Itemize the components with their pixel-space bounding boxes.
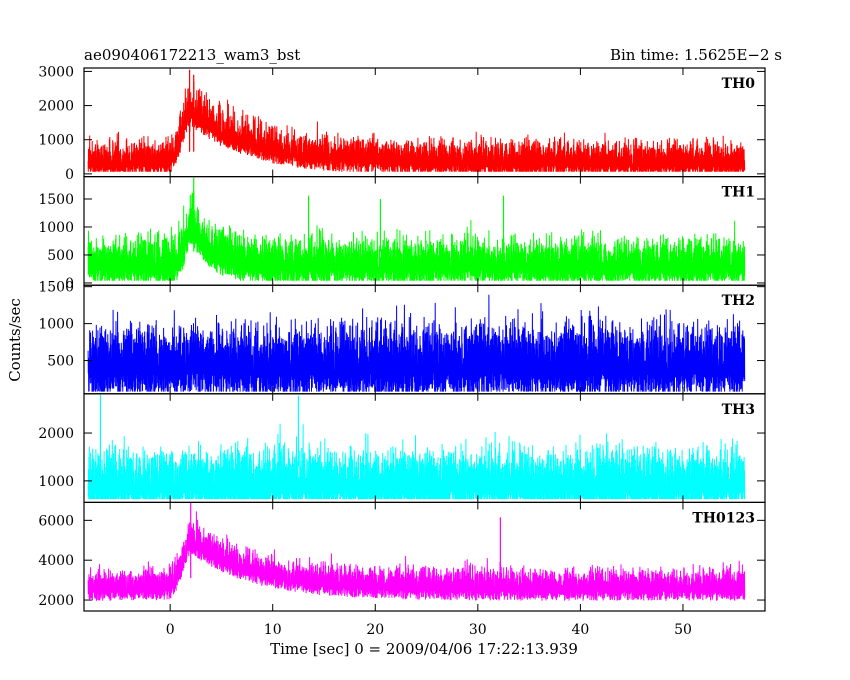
series-line-th1 [87,190,746,281]
y-tick-label: 1000 [38,220,74,236]
x-tick-label: 0 [166,622,175,638]
panel-label-th0: TH0 [722,76,756,92]
series-line-th0 [87,81,746,172]
y-tick-label: 0 [65,276,74,292]
panel-label-th0123: TH0123 [692,510,755,526]
x-axis-label: Time [sec] 0 = 2009/04/06 17:22:13.939 [270,640,578,658]
panel-label-th3: TH3 [722,402,755,418]
y-axis-label: Counts/sec [6,298,24,382]
y-tick-label: 2000 [38,99,74,115]
y-tick-label: 2000 [38,593,74,609]
y-tick-label: 500 [47,248,74,264]
panel-th3: 1000 2000 TH3 [38,393,766,503]
x-tick-label: 10 [264,622,282,638]
y-tick-label: 500 [47,354,74,370]
y-tick-label: 3000 [38,64,74,80]
panel-label-th2: TH2 [722,293,755,309]
x-tick-label: 40 [571,622,589,638]
panel-label-th1: TH1 [722,185,755,201]
y-tick-label: 6000 [38,513,74,529]
x-tick-label: 50 [674,622,692,638]
series-line-th2 [87,294,746,392]
panel-th0123: 2000 4000 6000 TH0123 [38,501,766,612]
chart-subtitle: Bin time: 1.5625E−2 s [610,46,782,64]
y-tick-label: 1000 [38,133,74,149]
y-tick-label: 1000 [38,317,74,333]
x-tick-label: 30 [469,622,487,638]
panel-th2: 500 1000 1500 TH2 [38,280,766,395]
series-line-th3 [87,423,746,500]
panel-th0: 0 1000 2000 3000 TH0 [38,64,766,183]
y-tick-label: 1500 [38,192,74,208]
y-tick-label: 2000 [38,426,74,442]
series-line-th0123 [87,511,746,601]
y-tick-label: 1000 [38,474,74,490]
y-tick-label: 4000 [38,553,74,569]
y-tick-label: 0 [65,167,74,183]
panel-th1: 0 500 1000 1500 TH1 [38,176,766,292]
y-tick-label: 1500 [38,280,74,296]
chart-title: ae090406172213_wam3_bst [84,46,300,64]
x-tick-label: 20 [366,622,384,638]
panel-frame [83,501,766,612]
